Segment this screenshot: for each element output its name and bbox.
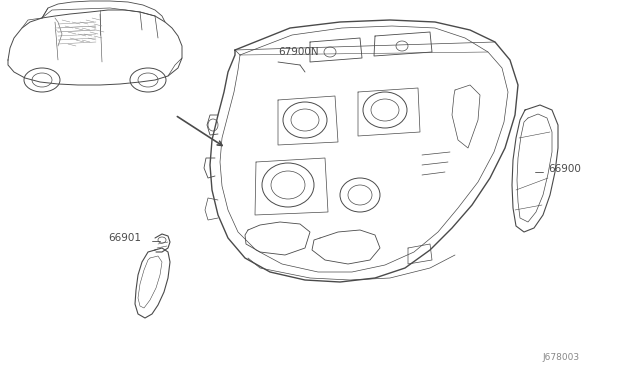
- Text: 66900: 66900: [548, 164, 581, 174]
- Text: 66901: 66901: [108, 233, 141, 243]
- Text: 67900N: 67900N: [278, 47, 319, 57]
- Text: J678003: J678003: [543, 353, 580, 362]
